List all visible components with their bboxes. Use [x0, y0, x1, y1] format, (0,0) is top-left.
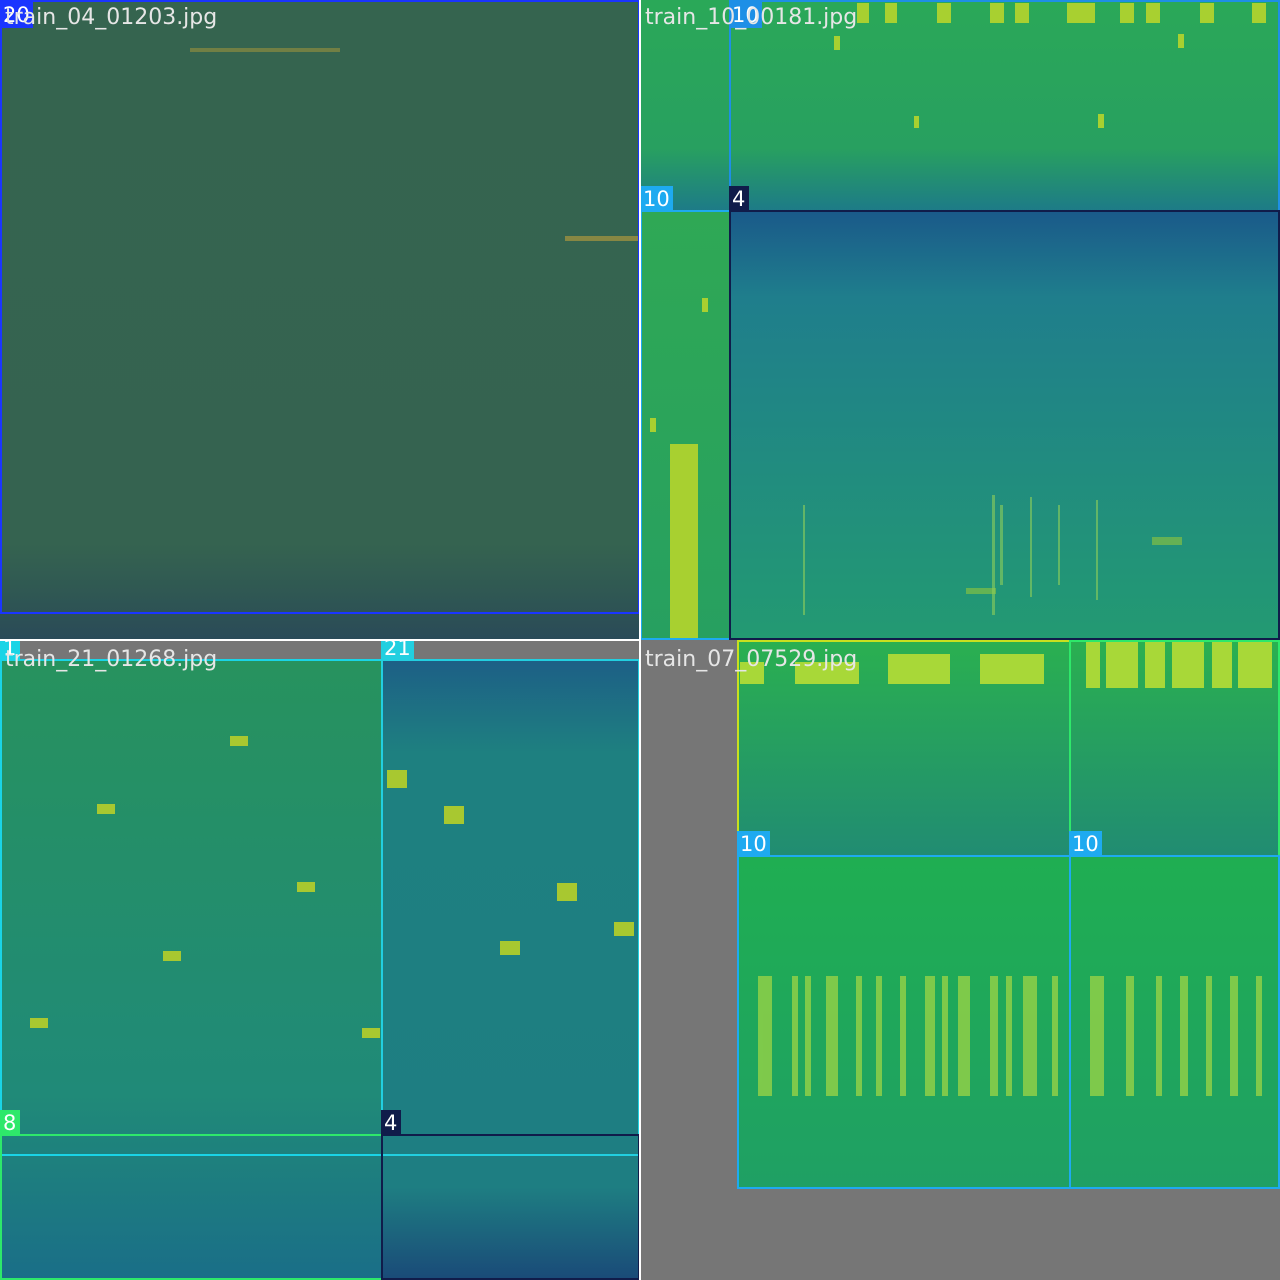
class-id-tag: 8: [0, 1110, 20, 1136]
spectrogram-image: [640, 0, 1280, 640]
bounding-box: 20: [0, 0, 640, 614]
image-filename-label: train_21_01268.jpg: [5, 647, 218, 672]
spectrogram-image: [0, 0, 640, 640]
bounding-box: 10: [737, 831, 1071, 1189]
image-filename-label: train_04_01203.jpg: [5, 5, 218, 30]
bounding-box: 10: [640, 186, 731, 640]
class-id-tag: 10: [737, 831, 770, 857]
class-id-tag: 8: [1069, 640, 1089, 642]
bounding-box: 10: [729, 0, 1280, 212]
mosaic-tile-top-right: train_10_00181.jpg 10 10 4: [640, 0, 1280, 640]
mosaic-tile-top-left: train_04_01203.jpg 20: [0, 0, 640, 640]
bounding-box: 8: [1069, 640, 1280, 857]
class-id-tag: 10: [1069, 831, 1102, 857]
bounding-box: 4: [381, 1110, 640, 1280]
class-id-tag: 7: [737, 640, 757, 642]
bounding-box: 8: [0, 1110, 383, 1280]
class-id-tag: 4: [729, 186, 749, 212]
mosaic-tile-bottom-right: train_07_07529.jpg 7 8 10 10: [640, 640, 1280, 1280]
class-id-tag: 10: [729, 2, 762, 28]
mosaic-divider-horizontal: [0, 639, 640, 641]
spectrogram-image: [0, 640, 640, 1280]
class-id-tag: 1: [0, 640, 20, 661]
mosaic-tile-bottom-left: train_21_01268.jpg 1 21 8 4: [0, 640, 640, 1280]
image-filename-label: train_07_07529.jpg: [645, 647, 858, 672]
class-id-tag: 20: [0, 2, 33, 28]
bounding-box: 10: [1069, 831, 1280, 1189]
class-id-tag: 10: [640, 186, 673, 212]
bounding-box: 1: [0, 640, 383, 1156]
class-id-tag: 4: [381, 1110, 401, 1136]
mosaic-divider-vertical: [639, 0, 641, 1280]
bounding-box: 4: [729, 186, 1280, 640]
spectrogram-image: [640, 640, 1280, 1280]
image-filename-label: train_10_00181.jpg: [645, 5, 858, 30]
bounding-box: 21: [381, 640, 640, 1156]
class-id-tag: 21: [381, 640, 414, 661]
